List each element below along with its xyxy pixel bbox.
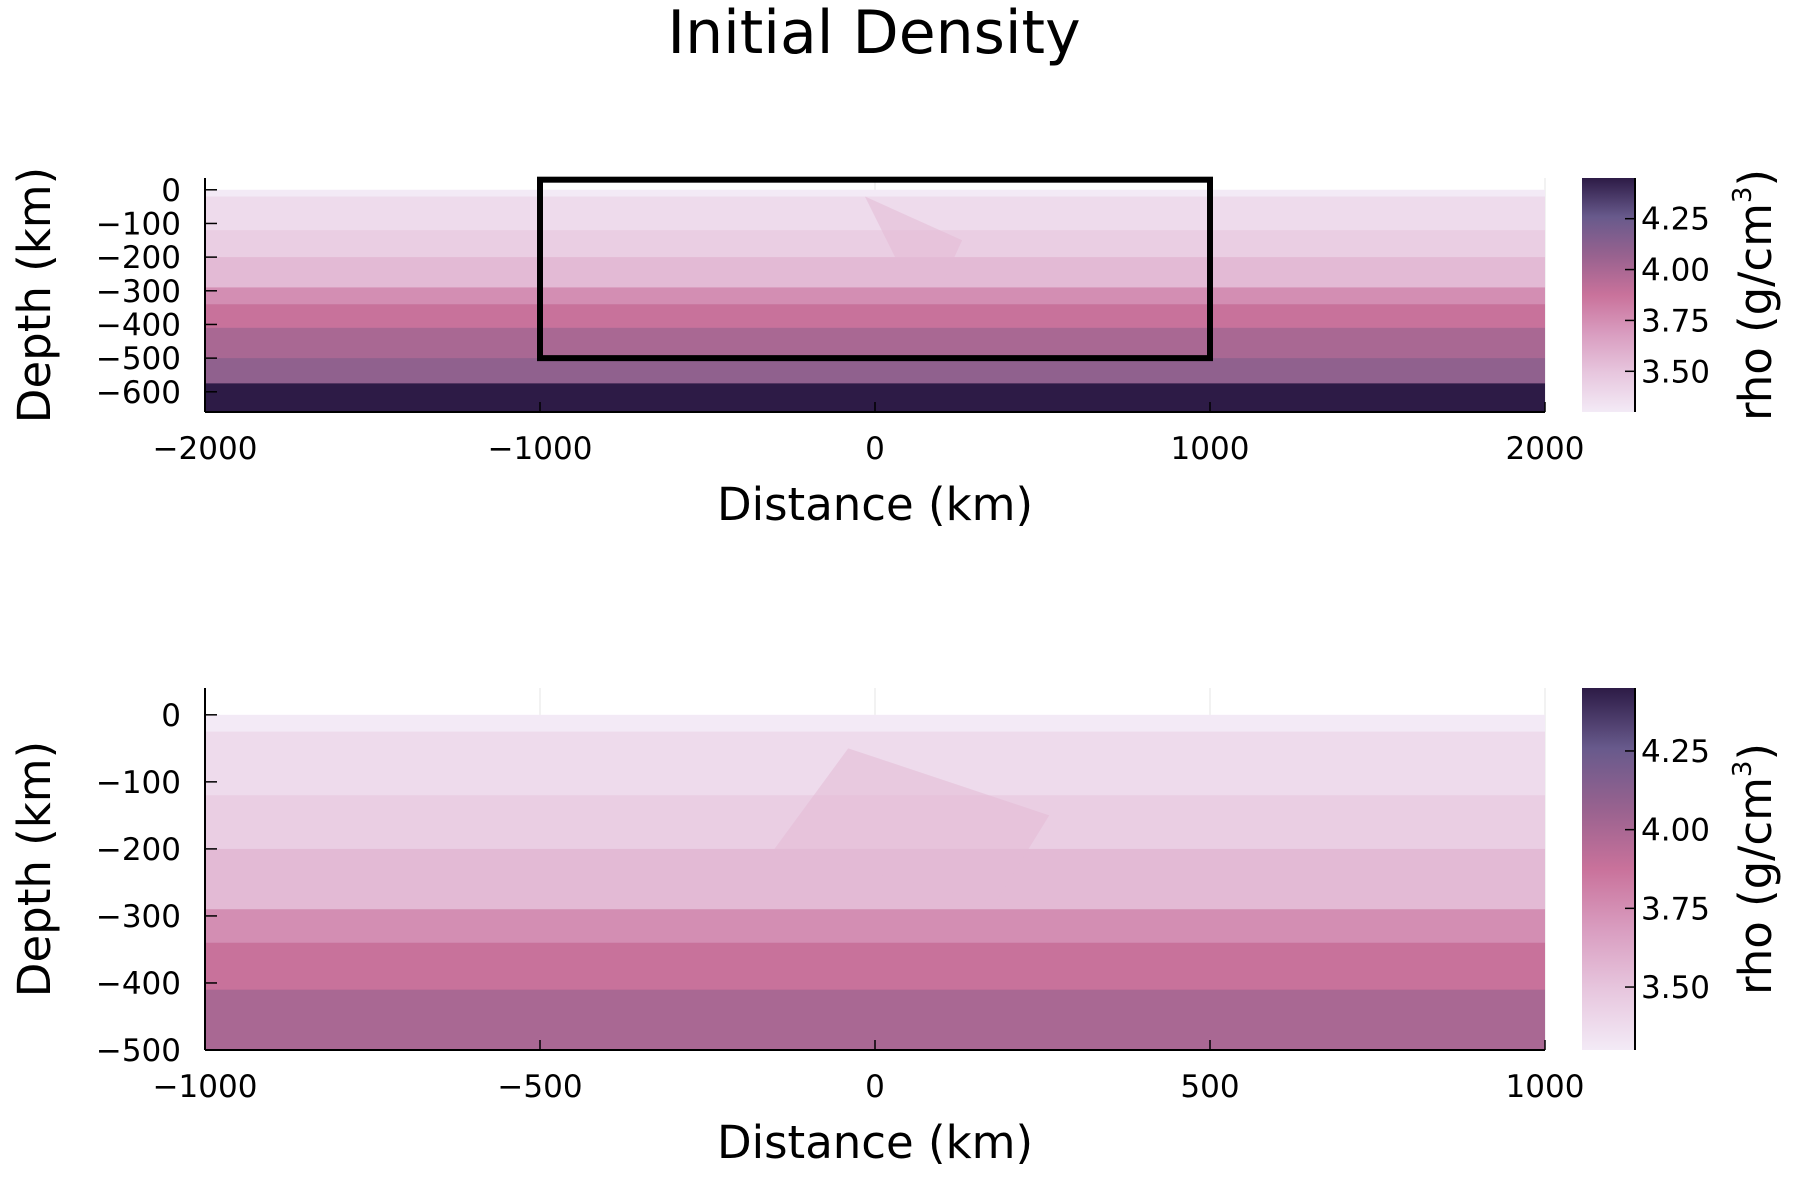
colorbar-tick-label: 4.00 <box>1641 813 1710 849</box>
density-layer <box>205 230 1545 258</box>
density-layer <box>205 327 1545 359</box>
x-tick-label: 2000 <box>1506 431 1585 467</box>
x-tick-label: −500 <box>497 1069 582 1105</box>
panel-2: −1000 −500 0 500 10000−100−200−300−400−500Di… <box>8 688 1782 1169</box>
density-anomaly <box>774 748 1050 903</box>
y-tick-label: −500 <box>96 341 181 377</box>
y-axis-label: Depth (km) <box>8 167 61 423</box>
colorbar-tick-label: 3.75 <box>1641 891 1710 927</box>
density-anomaly <box>864 196 963 285</box>
y-tick-label: −300 <box>96 274 181 310</box>
y-axis-label: Depth (km) <box>8 741 61 997</box>
y-tick-label: −500 <box>96 1033 181 1069</box>
density-layer <box>205 287 1545 305</box>
zoom-region-box <box>537 176 1213 362</box>
colorbar <box>1582 688 1635 1050</box>
x-tick-label: 0 <box>865 431 885 467</box>
x-tick-label: 0 <box>865 1069 885 1105</box>
x-tick-label: 500 <box>1180 1069 1239 1105</box>
density-layer <box>205 189 1545 198</box>
y-tick-label: −400 <box>96 966 181 1002</box>
colorbar-tick-label: 4.25 <box>1641 734 1710 770</box>
colorbar-tick-label: 4.25 <box>1641 202 1710 238</box>
y-tick-label: 0 <box>161 698 181 734</box>
colorbar-tick-label: 3.75 <box>1641 303 1710 339</box>
x-tick-label: −2000 <box>153 431 258 467</box>
x-tick-label: 1000 <box>1171 431 1250 467</box>
colorbar <box>1582 178 1635 412</box>
x-tick-label: −1000 <box>153 1069 258 1105</box>
y-tick-label: −100 <box>96 206 181 242</box>
x-tick-label: −1000 <box>488 431 593 467</box>
y-tick-label: −400 <box>96 307 181 343</box>
density-layer <box>205 358 1545 384</box>
colorbar-tick-label: 3.50 <box>1641 970 1710 1006</box>
colorbar-label: rho (g/cm3) <box>1728 743 1782 995</box>
y-tick-label: 0 <box>161 173 181 209</box>
x-axis-label: Distance (km) <box>717 478 1033 531</box>
x-tick-label: 1000 <box>1506 1069 1585 1105</box>
chart-title: Initial Density <box>667 0 1080 68</box>
density-layer <box>205 942 1545 991</box>
colorbar-tick-label: 3.50 <box>1641 354 1710 390</box>
density-layer <box>205 257 1545 288</box>
panel-1: −2000 −1000 0 1000 20000−100−200−300−400−500… <box>8 167 1782 531</box>
y-tick-label: −300 <box>96 899 181 935</box>
colorbar-tick-label: 4.00 <box>1641 253 1710 289</box>
y-tick-label: −200 <box>96 832 181 868</box>
colorbar-label: rho (g/cm3) <box>1728 169 1782 421</box>
y-tick-label: −200 <box>96 240 181 276</box>
y-tick-label: −100 <box>96 765 181 801</box>
x-axis-label: Distance (km) <box>717 1116 1033 1169</box>
density-layer <box>205 714 1545 733</box>
density-layer <box>205 909 1545 944</box>
density-layer <box>205 304 1545 329</box>
y-tick-label: −600 <box>96 375 181 411</box>
